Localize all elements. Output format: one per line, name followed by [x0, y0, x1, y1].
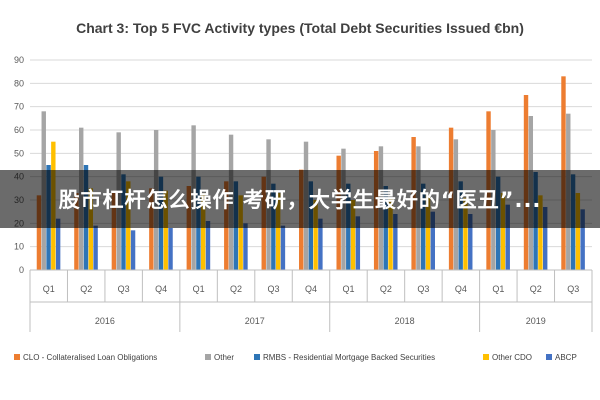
x-tick-label: Q2 — [380, 284, 392, 294]
x-tick-label: Q3 — [118, 284, 130, 294]
legend-swatch — [14, 354, 20, 360]
bar-other-14 — [575, 193, 581, 270]
y-tick-label: 90 — [14, 55, 24, 65]
legend-swatch — [546, 354, 552, 360]
x-tick-label: Q2 — [230, 284, 242, 294]
bar-abcp-0 — [55, 218, 61, 270]
chart-title: Chart 3: Top 5 FVC Activity types (Total… — [76, 20, 524, 36]
y-tick-label: 70 — [14, 102, 24, 112]
bar-abcp-12 — [505, 204, 510, 270]
bar-other-9 — [388, 197, 393, 270]
bar-abcp-8 — [355, 216, 361, 270]
legend: CLO - Collateralised Loan Obligations Oth… — [14, 353, 577, 362]
x-tick-label: Q1 — [193, 284, 205, 294]
x-tick-label: Q1 — [492, 284, 504, 294]
bar-rmbs-9 — [383, 186, 388, 270]
overlay-banner[interactable]: 股市杠杆怎么操作 考研，大学生最好的“医丑”... — [0, 170, 600, 228]
y-tick-label: 0 — [19, 265, 24, 275]
year-label: 2017 — [245, 316, 265, 326]
bar-abcp-5 — [243, 223, 248, 270]
bar-other-7 — [313, 200, 318, 270]
x-tick-label: Q4 — [455, 284, 467, 294]
x-tick-label: Q2 — [530, 284, 542, 294]
overlay-headline[interactable]: 股市杠杆怎么操作 考研，大学生最好的“医丑”... — [58, 188, 542, 212]
bar-clo-4 — [186, 186, 192, 270]
bar-clo-1 — [74, 193, 79, 270]
x-tick-label: Q3 — [567, 284, 579, 294]
y-tick-label: 50 — [14, 148, 24, 158]
bar-other-11 — [463, 197, 468, 270]
bar-other-5 — [238, 195, 243, 270]
x-tick-label: Q1 — [342, 284, 354, 294]
legend-swatch — [254, 354, 260, 360]
bar-clo-2 — [111, 190, 117, 270]
legend-swatch — [205, 354, 211, 360]
x-tick-label: Q4 — [305, 284, 317, 294]
bar-other-4 — [201, 193, 206, 270]
x-tick-label: Q3 — [417, 284, 429, 294]
bar-abcp-6 — [280, 225, 286, 270]
bar-abcp-10 — [430, 211, 435, 270]
bar-other-10 — [425, 195, 431, 270]
x-tick-label: Q4 — [155, 284, 167, 294]
x-tick-label: Q3 — [268, 284, 280, 294]
bar-abcp-11 — [468, 214, 473, 270]
bar-abcp-1 — [93, 225, 98, 270]
y-tick-label: 80 — [14, 78, 24, 88]
bar-abcp-4 — [205, 221, 211, 270]
x-tick-label: Q1 — [43, 284, 55, 294]
legend-swatch — [483, 354, 489, 360]
year-label: 2018 — [395, 316, 415, 326]
legend-label: ABCP — [555, 353, 577, 362]
bar-other-3 — [163, 190, 168, 270]
y-tick-label: 60 — [14, 125, 24, 135]
x-tick-label: Q2 — [80, 284, 92, 294]
bar-clo-3 — [149, 188, 154, 270]
y-tick-label: 10 — [14, 242, 24, 252]
bar-other-1 — [88, 188, 94, 270]
bar-other-13 — [538, 195, 543, 270]
bar-abcp-9 — [393, 214, 398, 270]
bar-abcp-14 — [580, 209, 585, 270]
bar-abcp-2 — [130, 230, 136, 270]
bar-abcp-13 — [542, 207, 548, 270]
legend-label: Other — [214, 353, 234, 362]
bar-abcp-3 — [168, 228, 173, 270]
bar-other-8 — [350, 200, 356, 270]
year-label: 2019 — [526, 316, 546, 326]
bar-other-12 — [500, 193, 506, 270]
bar-abcp-7 — [318, 218, 323, 270]
bar-clo-0 — [36, 195, 42, 270]
bar-other-6 — [275, 193, 281, 270]
legend-label: RMBS - Residential Mortgage Backed Secur… — [263, 353, 435, 362]
year-label: 2016 — [95, 316, 115, 326]
legend-label: CLO - Collateralised Loan Obligations — [23, 353, 157, 362]
legend-label: Other CDO — [492, 353, 532, 362]
